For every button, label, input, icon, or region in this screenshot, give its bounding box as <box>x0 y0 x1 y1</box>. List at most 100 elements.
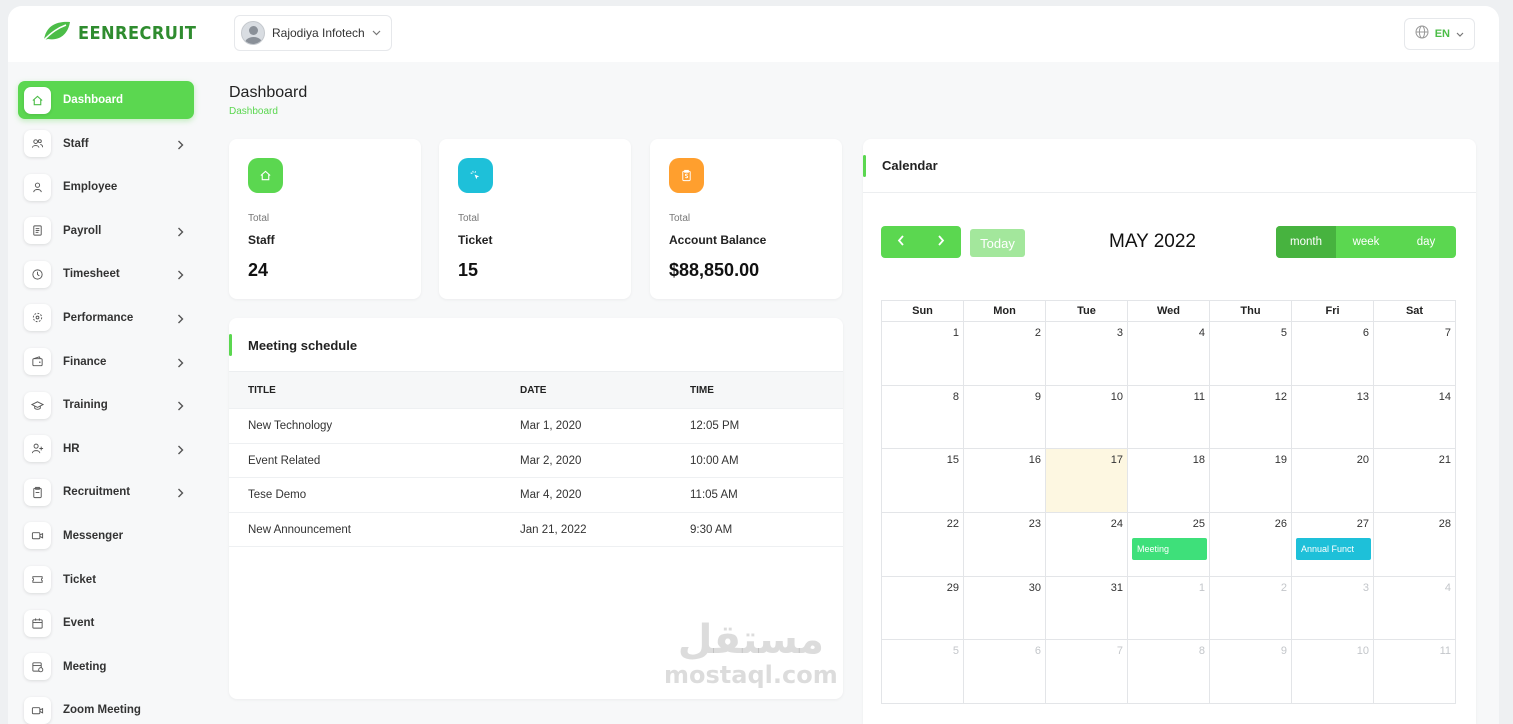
today-button[interactable]: Today <box>970 229 1025 257</box>
calendar-day[interactable]: 1 <box>882 322 964 385</box>
day-number: 8 <box>952 390 959 403</box>
stat-card-account-balance: Total Account Balance $88,850.00 <box>650 139 842 299</box>
stat-value: 24 <box>248 260 269 280</box>
chevron-left-icon <box>897 233 905 251</box>
calendar-day[interactable]: 3 <box>1046 322 1128 385</box>
sidebar-item-event[interactable]: Event <box>18 604 194 642</box>
calendar-day[interactable]: 20 <box>1292 449 1374 513</box>
calendar-day[interactable]: 11 <box>1374 640 1455 703</box>
day-number: 11 <box>1439 645 1451 658</box>
calendar-day[interactable]: 13 <box>1292 385 1374 449</box>
sidebar-item-messenger[interactable]: Messenger <box>18 517 194 555</box>
calendar-day[interactable]: 15 <box>882 449 964 513</box>
meeting-time: 11:05 AM <box>690 489 738 501</box>
sidebar-nav: Dashboard Staff Employee Payroll Timesheet Pe… <box>18 81 194 724</box>
brand-logo[interactable]: EENRECRUIT <box>42 20 209 47</box>
calendar-day[interactable]: 12 <box>1210 385 1292 449</box>
table-row[interactable]: New Technology Mar 1, 2020 12:05 PM <box>229 409 843 444</box>
sidebar-item-training[interactable]: Training <box>18 386 194 424</box>
sidebar-item-timesheet[interactable]: Timesheet <box>18 255 194 293</box>
calendar-day[interactable]: 22 <box>882 513 964 576</box>
sidebar-item-performance[interactable]: Performance <box>18 299 194 337</box>
calendar-day[interactable]: 5 <box>882 640 964 704</box>
prev-month-button[interactable] <box>881 226 921 258</box>
column-header-date[interactable]: DATE <box>520 385 547 396</box>
calendar-day[interactable]: 6 <box>1292 322 1374 385</box>
day-number: 15 <box>946 454 959 467</box>
calendar-day[interactable]: 2 <box>964 322 1046 385</box>
calendar-day[interactable]: 25 Meeting <box>1128 513 1210 576</box>
sidebar-item-dashboard[interactable]: Dashboard <box>18 81 194 119</box>
section-accent-bar <box>229 334 232 356</box>
calendar-day[interactable]: 29 <box>882 576 964 640</box>
table-row[interactable]: New Announcement Jan 21, 2022 9:30 AM <box>229 513 843 547</box>
calendar-day[interactable]: 4 <box>1128 322 1210 385</box>
weekday-header: Sun <box>882 301 964 321</box>
calendar-day[interactable]: 2 <box>1210 576 1292 640</box>
column-header-time[interactable]: TIME <box>690 385 714 396</box>
sidebar-item-recruitment[interactable]: Recruitment <box>18 473 194 511</box>
calendar-day[interactable]: 8 <box>882 385 964 449</box>
day-number: 25 <box>1192 518 1205 531</box>
calendar-day[interactable]: 6 <box>964 640 1046 704</box>
calendar-week-row: 5 6 7 8 9 10 11 <box>882 640 1455 705</box>
sidebar-item-label: Messenger <box>63 529 124 542</box>
calendar-day[interactable]: 26 <box>1210 513 1292 576</box>
calendar-day[interactable]: 30 <box>964 576 1046 640</box>
sidebar-item-label: Staff <box>63 137 89 150</box>
watermark-latin: mostaql.com <box>664 661 838 689</box>
calendar-day[interactable]: 9 <box>964 385 1046 449</box>
calendar-day[interactable]: 14 <box>1374 386 1455 449</box>
view-day-button[interactable]: day <box>1416 236 1436 248</box>
calendar-day[interactable]: 9 <box>1210 640 1292 704</box>
calendar-event[interactable]: Meeting <box>1132 538 1207 561</box>
sidebar-item-meeting[interactable]: Meeting <box>18 648 194 686</box>
calendar-day[interactable]: 8 <box>1128 640 1210 704</box>
table-row[interactable]: Event Related Mar 2, 2020 10:00 AM <box>229 444 843 478</box>
calendar-day[interactable]: 11 <box>1128 385 1210 449</box>
breadcrumb[interactable]: Dashboard <box>229 106 278 117</box>
calendar-header: Calendar <box>863 139 1476 193</box>
calendar-day[interactable]: 16 <box>964 449 1046 513</box>
calendar-day[interactable]: 1 <box>1128 576 1210 640</box>
calendar-day-today[interactable]: 17 <box>1046 449 1128 513</box>
view-week-button[interactable]: week <box>1352 236 1380 248</box>
calendar-day[interactable]: 19 <box>1210 449 1292 513</box>
sidebar-item-staff[interactable]: Staff <box>18 125 194 163</box>
meeting-date: Mar 1, 2020 <box>520 420 582 432</box>
language-switcher[interactable]: EN <box>1403 18 1475 50</box>
calendar-day[interactable]: 7 <box>1046 640 1128 704</box>
calendar-day[interactable]: 27 Annual Funct <box>1292 513 1374 576</box>
calendar-day[interactable]: 10 <box>1292 640 1374 704</box>
calendar-day[interactable]: 23 <box>964 513 1046 576</box>
weekday-header: Thu <box>1210 301 1292 321</box>
next-month-button[interactable] <box>921 226 961 258</box>
sidebar-item-zoom-meeting[interactable]: Zoom Meeting <box>18 691 194 724</box>
view-month-button[interactable]: month <box>1276 226 1336 258</box>
sidebar-item-hr[interactable]: HR <box>18 430 194 468</box>
stat-label: Ticket <box>458 233 493 247</box>
sidebar-item-payroll[interactable]: Payroll <box>18 212 194 250</box>
chevron-right-icon <box>177 311 184 329</box>
sidebar-item-ticket[interactable]: Ticket <box>18 561 194 599</box>
table-header-row: TITLE DATE TIME <box>229 372 843 409</box>
calendar-day[interactable]: 5 <box>1210 322 1292 385</box>
calendar-event[interactable]: Annual Funct <box>1296 538 1371 561</box>
calendar-day[interactable]: 4 <box>1374 577 1455 640</box>
calendar-day[interactable]: 18 <box>1128 449 1210 513</box>
company-switcher[interactable]: Rajodiya Infotech <box>234 15 392 51</box>
day-number: 1 <box>1198 581 1205 594</box>
calendar-day[interactable]: 3 <box>1292 576 1374 640</box>
table-row[interactable]: Tese Demo Mar 4, 2020 11:05 AM <box>229 478 843 513</box>
calendar-day[interactable]: 10 <box>1046 385 1128 449</box>
sidebar-item-employee[interactable]: Employee <box>18 168 194 206</box>
calendar-day[interactable]: 31 <box>1046 576 1128 640</box>
day-number: 1 <box>952 327 959 339</box>
calendar-day[interactable]: 28 <box>1374 513 1455 576</box>
calendar-day[interactable]: 21 <box>1374 449 1455 512</box>
column-header-title[interactable]: TITLE <box>248 385 276 396</box>
calendar-day[interactable]: 24 <box>1046 513 1128 576</box>
sidebar-item-finance[interactable]: Finance <box>18 343 194 381</box>
calendar-day[interactable]: 7 <box>1374 322 1455 385</box>
video-icon <box>24 522 51 550</box>
